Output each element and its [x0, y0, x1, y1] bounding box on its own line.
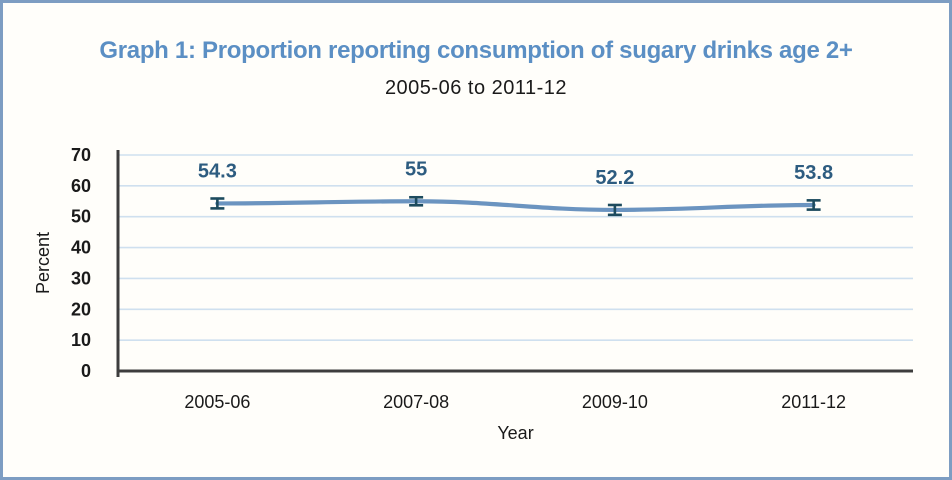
y-tick-label: 40 — [71, 238, 91, 258]
y-tick-label: 50 — [71, 207, 91, 227]
y-tick-labels: 0 10 20 30 40 50 60 70 — [71, 145, 91, 381]
x-tick-label: 2005-06 — [184, 392, 250, 412]
data-label: 53.8 — [794, 162, 833, 184]
y-tick-label: 0 — [81, 361, 91, 381]
data-label: 55 — [405, 158, 427, 180]
y-tick-label: 70 — [71, 145, 91, 165]
x-tick-label: 2011-12 — [781, 392, 846, 412]
y-axis-title: Percent — [33, 232, 53, 294]
data-label: 52.2 — [595, 167, 634, 189]
y-tick-label: 30 — [71, 268, 91, 288]
error-bars — [210, 195, 821, 217]
y-tick-label: 60 — [71, 176, 91, 196]
y-tick-label: 10 — [71, 330, 91, 350]
chart-title: Graph 1: Proportion reporting consumptio… — [99, 37, 853, 64]
chart-subtitle: 2005-06 to 2011-12 — [384, 77, 568, 99]
y-tick-label: 20 — [71, 299, 91, 319]
data-label: 54.3 — [198, 160, 237, 182]
data-line — [215, 199, 816, 213]
x-axis-title: Year — [497, 423, 533, 443]
line-chart: 0 10 20 30 40 50 60 70 Percent 2005-06 2007-08 2009… — [33, 145, 913, 443]
x-tick-label: 2009-10 — [582, 392, 648, 412]
gridlines — [118, 154, 913, 341]
x-tick-label: 2007-08 — [383, 392, 449, 412]
x-tick-labels: 2005-06 2007-08 2009-10 2011-12 — [184, 392, 846, 412]
data-labels: 54.3 55 52.2 53.8 — [198, 158, 833, 189]
